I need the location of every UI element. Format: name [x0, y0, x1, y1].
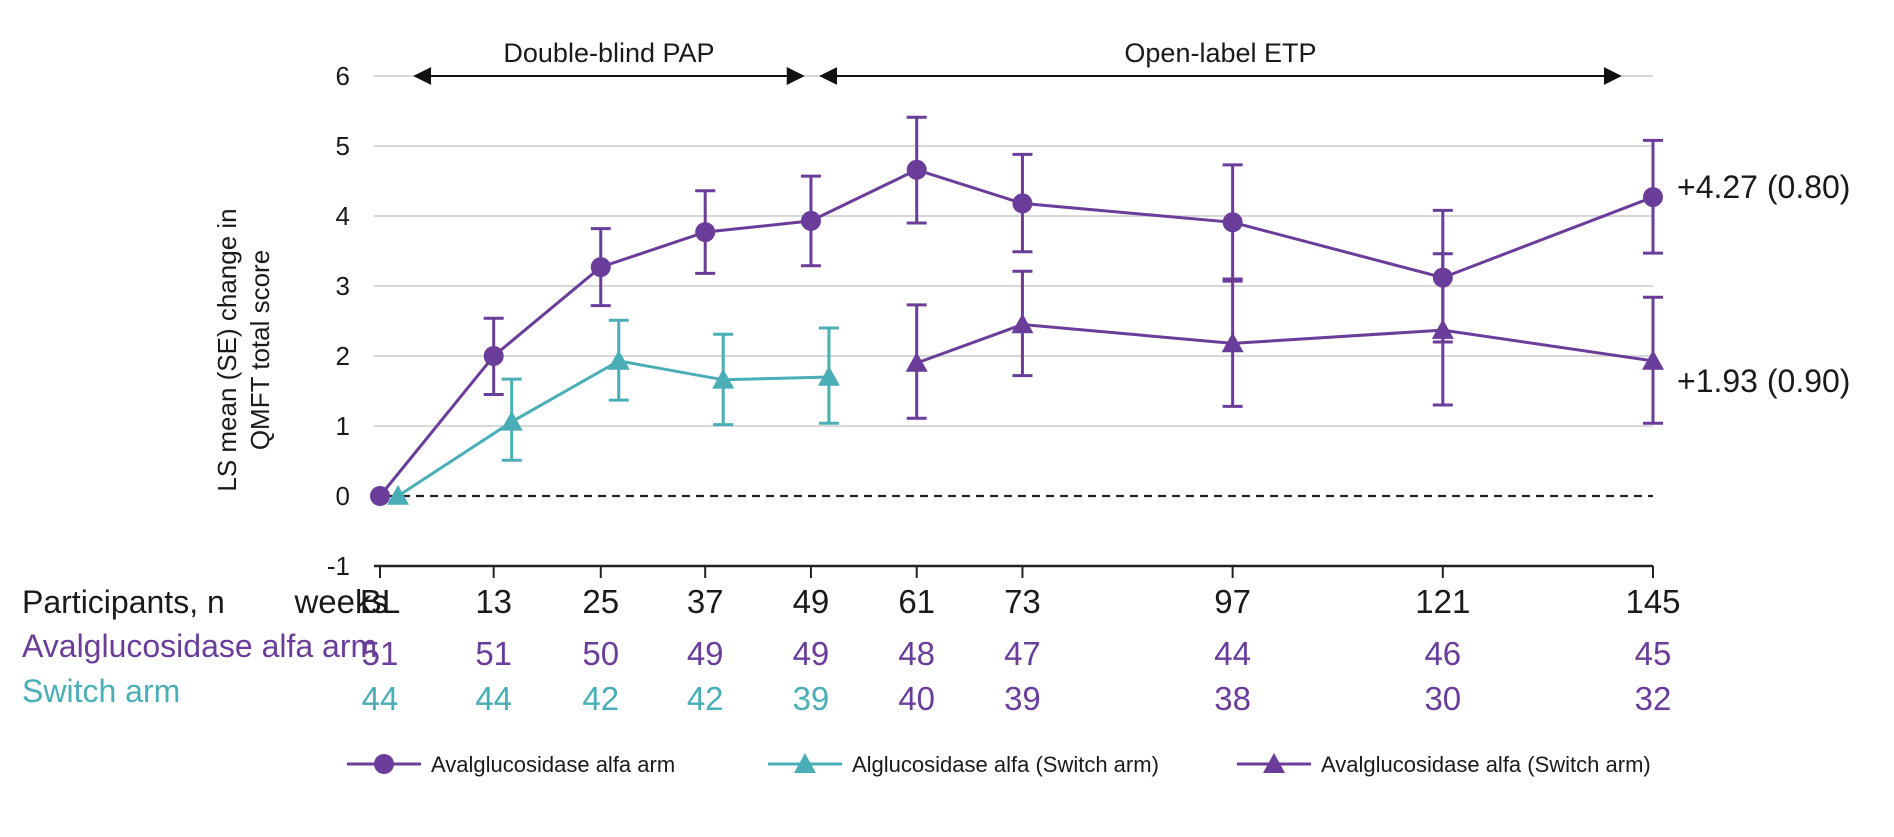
- data-point-circle: [1222, 212, 1243, 233]
- legend: Avalglucosidase alfa arm Alglucosidase al…: [347, 752, 1651, 777]
- series-line: [378, 168, 1654, 497]
- y-tick-label: 5: [336, 131, 350, 161]
- participants-count: 44: [475, 680, 512, 717]
- y-tick-label: 4: [336, 201, 350, 231]
- x-tick-label: 61: [898, 583, 935, 620]
- y-tick-label: 1: [336, 411, 350, 441]
- participants-count: 40: [898, 680, 935, 717]
- participants-count: 44: [1214, 635, 1251, 672]
- participants-count: 51: [475, 635, 512, 672]
- participants-row-label: Avalglucosidase alfa arm: [22, 628, 377, 664]
- legend-label: Avalglucosidase alfa (Switch arm): [1321, 752, 1651, 777]
- data-point-triangle: [905, 352, 928, 372]
- data-series: [370, 115, 1664, 506]
- x-tick-label: 49: [793, 583, 830, 620]
- participants-count: 46: [1424, 635, 1461, 672]
- y-tick-label: 0: [336, 481, 350, 511]
- x-axis-label: weeks: [293, 583, 388, 620]
- y-axis-label-line1: LS mean (SE) change in: [212, 208, 242, 491]
- axes: -1 0 1 2 3 4 5 6 BL 13 25 37 49 61 73 97 121 145 weeks: [293, 61, 1680, 620]
- x-tick-label: 145: [1625, 583, 1680, 620]
- data-point-circle: [800, 210, 821, 231]
- end-annotations: +4.27 (0.80) +1.93 (0.90): [1677, 169, 1850, 399]
- phase-label-1: Double-blind PAP: [503, 38, 714, 68]
- data-point-circle: [1012, 193, 1033, 214]
- participants-count: 32: [1635, 680, 1672, 717]
- data-point-triangle: [1011, 313, 1034, 334]
- y-tick-label: 3: [336, 271, 350, 301]
- data-point-circle: [906, 159, 927, 180]
- participants-count: 44: [362, 680, 399, 717]
- legend-item-2: Alglucosidase alfa (Switch arm): [768, 752, 1159, 777]
- series-1: [370, 115, 1663, 506]
- participants-count: 49: [687, 635, 724, 672]
- legend-item-1: Avalglucosidase alfa arm: [347, 752, 675, 777]
- participants-count: 42: [687, 680, 724, 717]
- data-point-circle: [590, 257, 611, 278]
- legend-marker-triangle: [1263, 753, 1285, 773]
- data-point-triangle: [387, 485, 409, 505]
- x-tick-label: 25: [582, 583, 619, 620]
- data-point-circle: [370, 486, 390, 506]
- x-tick-label: 73: [1004, 583, 1041, 620]
- participants-row-label: Switch arm: [22, 673, 180, 709]
- participants-count: 30: [1424, 680, 1461, 717]
- legend-marker-circle: [374, 754, 394, 774]
- x-tick-label: BL: [360, 583, 400, 620]
- grid-lines: [374, 75, 1653, 498]
- x-tick-label: 97: [1214, 583, 1251, 620]
- legend-label: Alglucosidase alfa (Switch arm): [852, 752, 1159, 777]
- participants-count: 50: [582, 635, 619, 672]
- series-3: [905, 252, 1664, 425]
- x-tick-label: 13: [475, 583, 512, 620]
- series-2: [387, 318, 840, 505]
- data-point-circle: [695, 222, 716, 243]
- legend-label: Avalglucosidase alfa arm: [431, 752, 675, 777]
- legend-marker-triangle: [794, 753, 816, 773]
- participants-count: 39: [1004, 680, 1041, 717]
- data-point-triangle: [817, 366, 840, 386]
- phase-arrows: Double-blind PAP Open-label ETP: [413, 38, 1622, 85]
- x-tick-label: 37: [687, 583, 724, 620]
- x-tick-label: 121: [1415, 583, 1470, 620]
- data-point-triangle: [1642, 349, 1664, 370]
- y-axis-label-line2: QMFT total score: [245, 250, 275, 450]
- participants-count: 49: [793, 635, 830, 672]
- data-point-circle: [483, 346, 504, 366]
- participants-count: 51: [362, 635, 399, 672]
- participants-count: 38: [1214, 680, 1251, 717]
- legend-item-3: Avalglucosidase alfa (Switch arm): [1237, 752, 1651, 777]
- data-point-triangle: [607, 349, 630, 370]
- data-point-triangle: [1221, 332, 1244, 353]
- participants-title: Participants, n: [22, 584, 225, 620]
- y-tick-label: 6: [336, 61, 350, 91]
- data-point-triangle: [712, 368, 735, 389]
- data-point-triangle: [1431, 319, 1454, 339]
- participants-count: 39: [793, 680, 830, 717]
- phase-label-2: Open-label ETP: [1124, 38, 1316, 68]
- participants-count: 47: [1004, 635, 1041, 672]
- annotation-1: +4.27 (0.80): [1677, 169, 1850, 205]
- y-tick-label: -1: [327, 551, 350, 581]
- participants-count: 45: [1635, 635, 1672, 672]
- data-point-triangle: [500, 410, 523, 431]
- y-tick-label: 2: [336, 341, 350, 371]
- participants-count: 48: [898, 635, 935, 672]
- y-axis-label: LS mean (SE) change in QMFT total score: [212, 208, 275, 491]
- series-line: [397, 359, 829, 498]
- annotation-2: +1.93 (0.90): [1677, 363, 1850, 399]
- participants-count: 42: [582, 680, 619, 717]
- data-point-circle: [1643, 187, 1663, 208]
